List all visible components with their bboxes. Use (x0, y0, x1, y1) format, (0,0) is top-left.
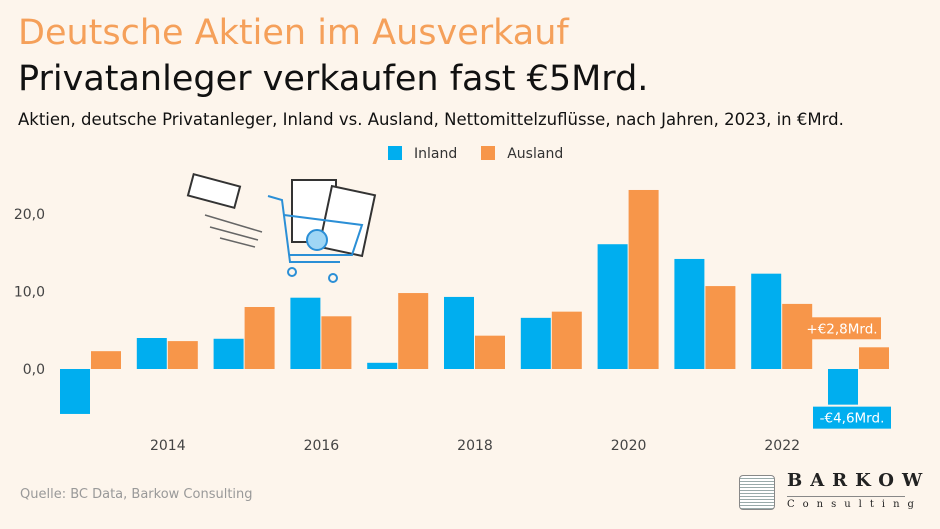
bar-inland-2021 (674, 258, 705, 369)
bar-ausland-2023 (859, 347, 889, 369)
y-tick-label: 10,0 (14, 285, 45, 301)
barkow-logo: BARKOW Consulting (737, 470, 922, 514)
bar-inland-2015 (213, 338, 244, 369)
x-tick-label: 2016 (304, 438, 340, 454)
cart-illustration-icon (186, 172, 377, 283)
x-tick-label: 2018 (457, 438, 493, 454)
chart-subtitle: Aktien, deutsche Privatanleger, Inland v… (18, 110, 844, 129)
chart-title: Privatanleger verkaufen fast €5Mrd. (18, 59, 649, 99)
annotation-label: -€4,6Mrd. (820, 411, 885, 427)
legend-item-ausland: Ausland (481, 146, 563, 162)
legend-swatch (481, 146, 496, 160)
legend-swatch (388, 146, 402, 160)
y-tick-label: 0,0 (23, 362, 45, 378)
annotation-label: +€2,8Mrd. (806, 321, 877, 337)
bar-inland-2017 (367, 362, 398, 369)
bar-ausland-2018 (475, 335, 505, 369)
x-tick-label: 2022 (764, 438, 800, 454)
bar-ausland-2016 (321, 316, 352, 369)
bar-ausland-2020 (628, 189, 659, 369)
annotation-box (803, 317, 881, 340)
legend-label: Ausland (507, 146, 564, 162)
kicker: Deutsche Aktien im Ausverkauf (18, 13, 569, 53)
bar-ausland-2017 (398, 293, 429, 369)
bar-ausland-2014 (167, 341, 198, 369)
bar-inland-2022 (751, 273, 782, 369)
bar-ausland-2019 (551, 311, 582, 369)
bar-inland-2023 (828, 369, 858, 405)
bar-inland-2019 (520, 317, 551, 369)
logo-mark-icon (739, 475, 775, 510)
y-tick-label: 20,0 (14, 207, 45, 223)
x-tick-label: 2020 (611, 438, 647, 454)
bar-ausland-2021 (705, 286, 736, 369)
legend: Inland Ausland (388, 146, 563, 162)
bar-ausland-2013 (91, 351, 121, 369)
x-tick-label: 2014 (150, 438, 186, 454)
bar-inland-2020 (597, 244, 628, 369)
bar-inland-2013 (60, 369, 90, 414)
legend-label: Inland (414, 146, 458, 162)
bar-inland-2018 (444, 296, 474, 369)
bar-inland-2014 (136, 338, 167, 369)
bar-inland-2016 (290, 297, 321, 369)
legend-item-inland: Inland (388, 146, 457, 162)
source-note: Quelle: BC Data, Barkow Consulting (20, 487, 253, 502)
bar-ausland-2015 (244, 307, 275, 369)
annotation-box (813, 406, 891, 429)
